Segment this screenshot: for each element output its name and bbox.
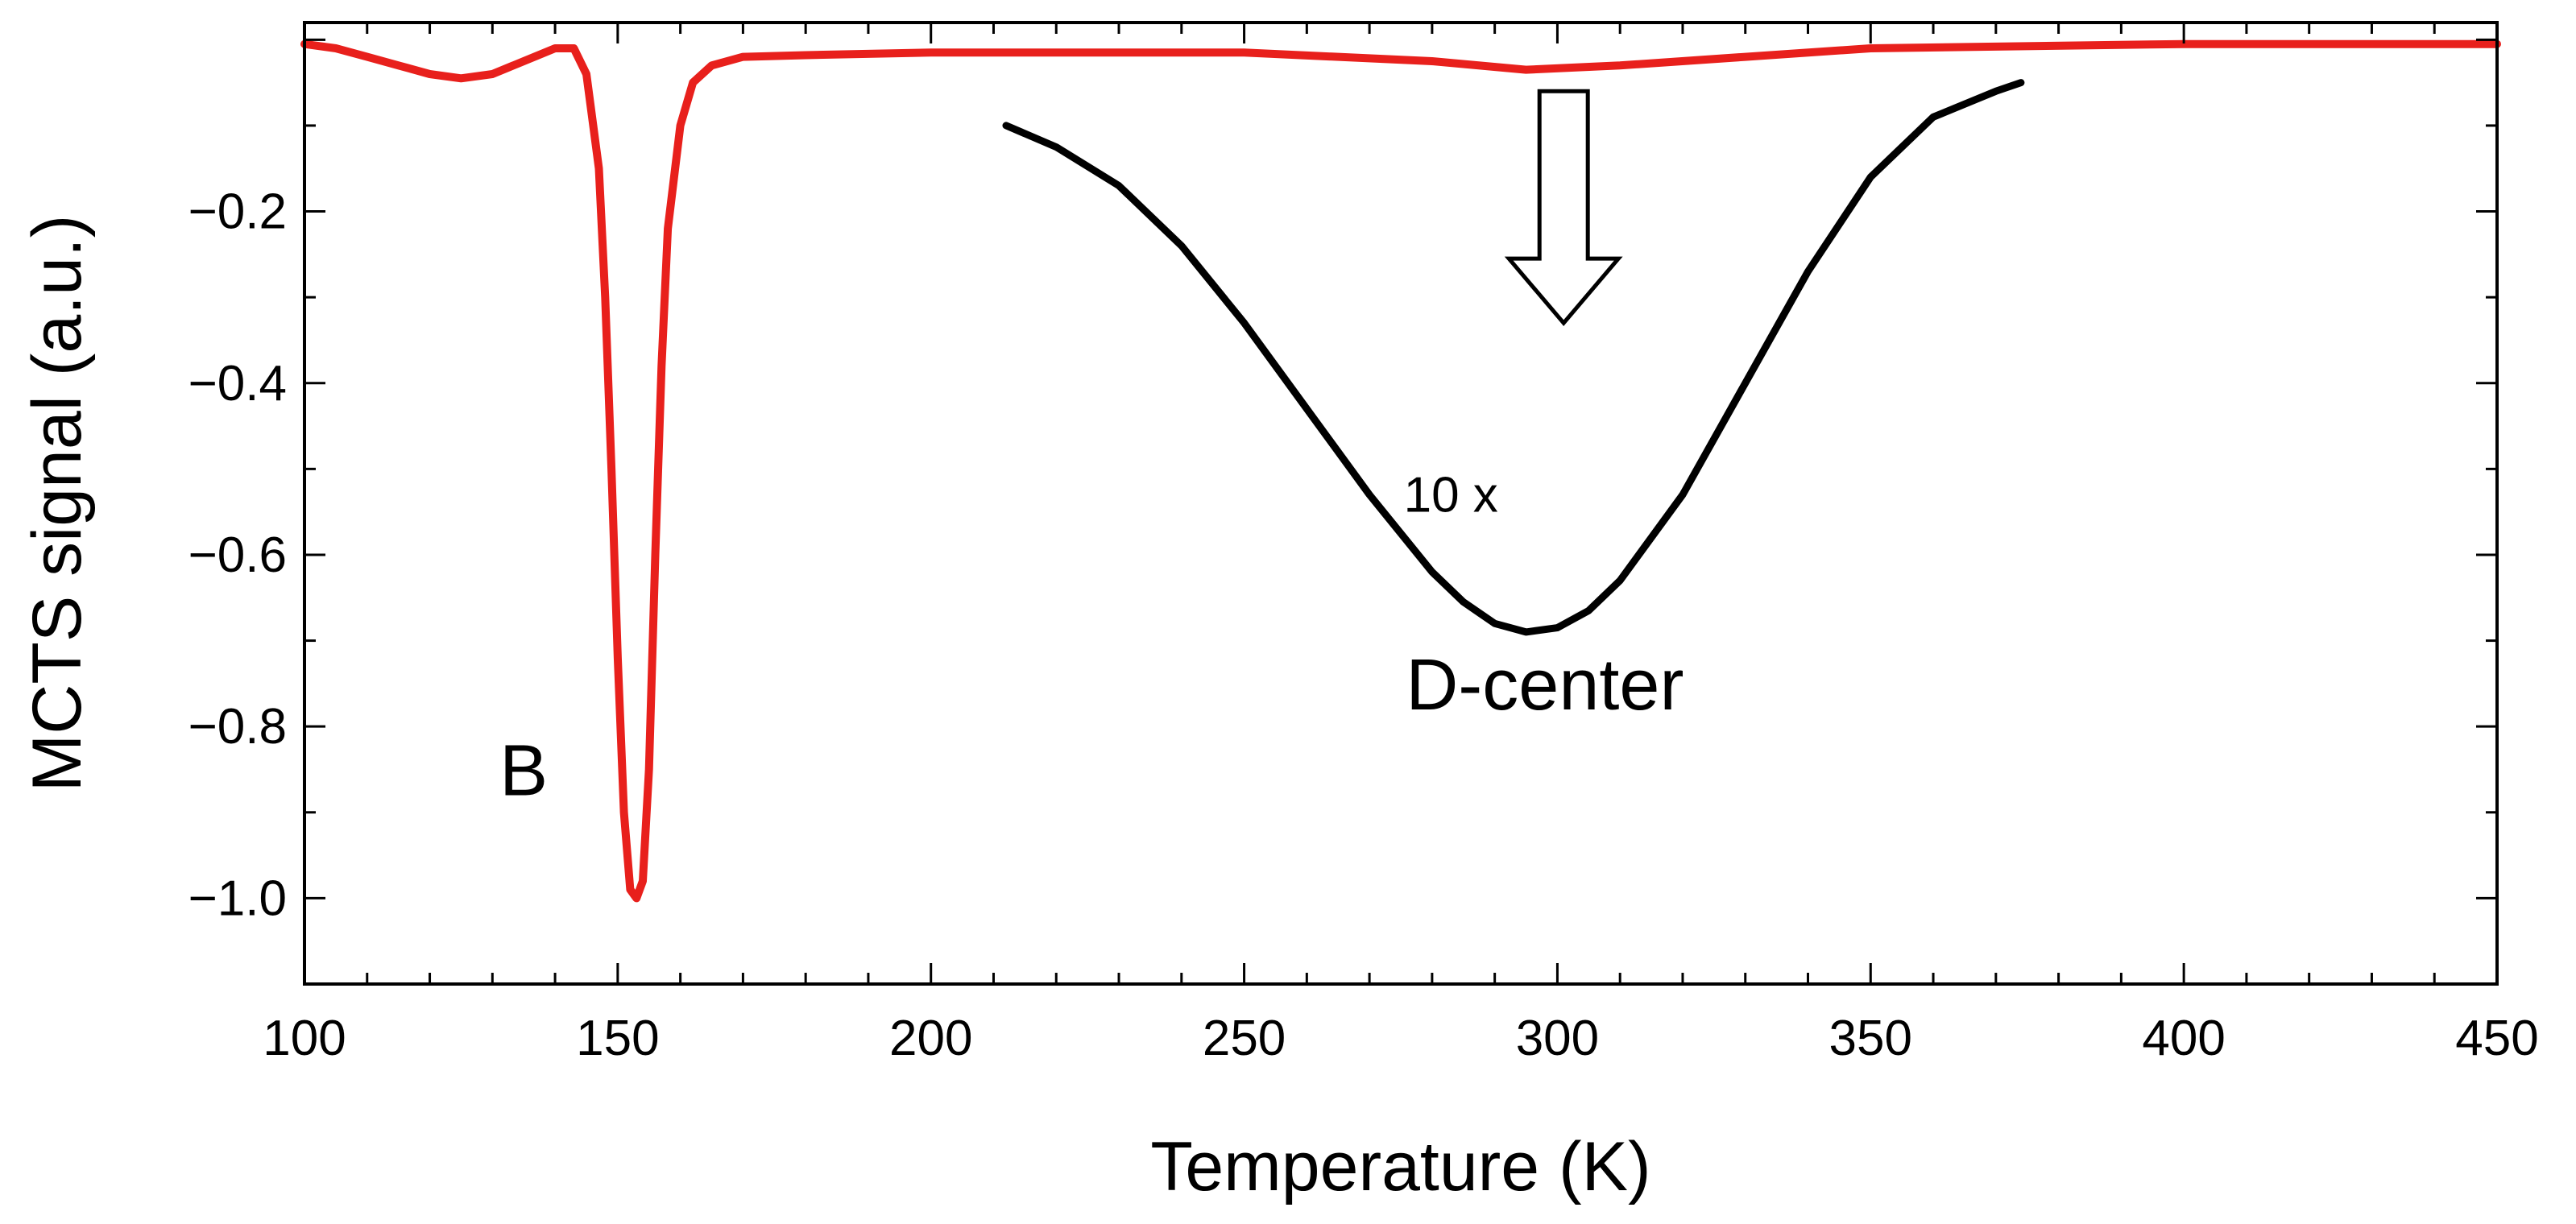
x-tick-label: 150 xyxy=(576,1011,659,1066)
x-tick-label: 100 xyxy=(263,1011,346,1066)
x-axis-title: Temperature (K) xyxy=(1150,1128,1650,1205)
y-tick-label: −1.0 xyxy=(188,870,287,926)
x-tick-label: 300 xyxy=(1516,1011,1599,1066)
plot-frame xyxy=(303,21,2499,986)
x-tick-label: 250 xyxy=(1203,1011,1286,1066)
series-black-line xyxy=(1002,79,2025,636)
x-tick-label: 200 xyxy=(889,1011,972,1066)
y-tick-label: −0.8 xyxy=(188,699,287,755)
x-tick-label: 350 xyxy=(1829,1011,1912,1066)
annotation-label: B xyxy=(499,730,548,811)
y-tick-label: −0.2 xyxy=(188,184,287,240)
y-tick-label: −0.6 xyxy=(188,527,287,583)
series-red-line xyxy=(300,39,2501,903)
labels: Temperature (K) MCTS signal (a.u.) xyxy=(19,215,1651,1205)
annotation-label: 10 x xyxy=(1404,468,1498,523)
plot-area: B D-center 10 x xyxy=(300,39,2501,903)
annotation-label: D-center xyxy=(1406,645,1684,726)
down-arrow-icon xyxy=(1504,89,1623,326)
x-tick-label: 450 xyxy=(2455,1011,2538,1066)
y-tick-label: −0.4 xyxy=(188,356,287,411)
axes: 100 150 200 250 300 350 400 450 −0.2 −0.4 −0.6 −0.8… xyxy=(188,21,2539,1066)
y-axis-title: MCTS signal (a.u.) xyxy=(19,215,96,792)
x-tick-label: 400 xyxy=(2142,1011,2225,1066)
